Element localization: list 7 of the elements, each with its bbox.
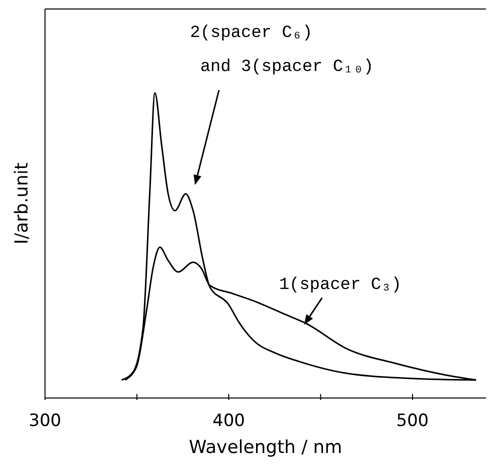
x-tick-label: 400 <box>212 411 245 431</box>
x-axis-title: Wavelength / nm <box>188 437 342 458</box>
x-tick-label: 300 <box>28 411 62 431</box>
y-axis-title: I/arb.unit <box>11 162 32 244</box>
text: 2(spacer C₆) and 3(spacer C₁₀) <box>190 24 374 77</box>
annotation: 1(spacer C₃) <box>279 276 402 295</box>
x-tick-label: 500 <box>396 411 429 431</box>
